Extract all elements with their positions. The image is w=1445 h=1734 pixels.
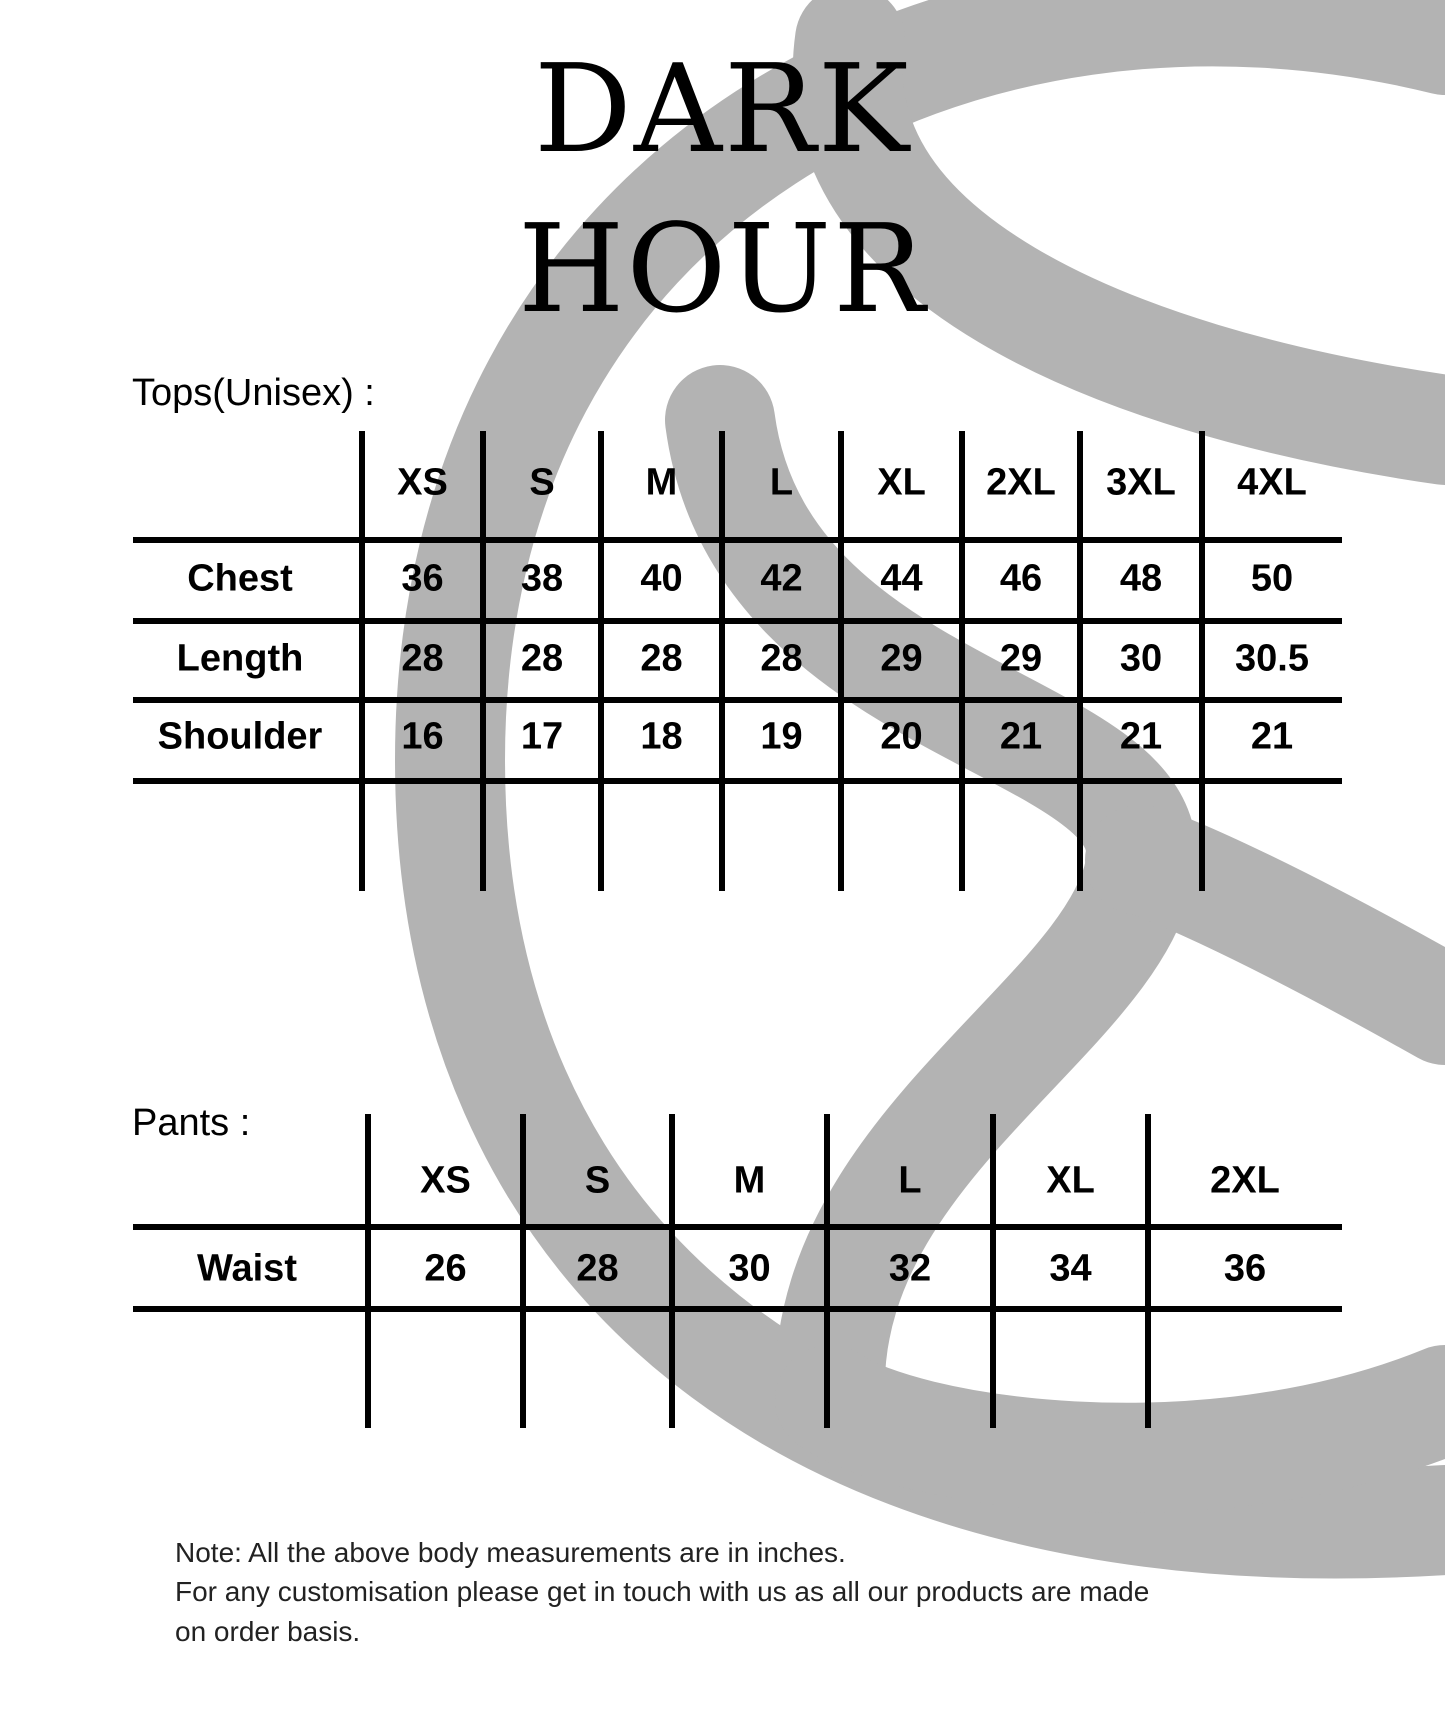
column-divider xyxy=(359,431,365,891)
measurement-cell: 30 xyxy=(728,1247,771,1290)
row-label: Shoulder xyxy=(157,715,323,758)
tops-section-title: Tops(Unisex) : xyxy=(132,372,375,414)
column-divider xyxy=(1077,431,1083,891)
size-header: M xyxy=(733,1159,766,1202)
column-divider xyxy=(990,1114,996,1428)
size-header: 3XL xyxy=(1106,461,1176,504)
measurement-cell: 36 xyxy=(401,557,444,600)
measurement-cell: 29 xyxy=(880,637,923,680)
column-divider xyxy=(365,1114,371,1428)
row-label: Length xyxy=(176,637,304,680)
brand-logo-line2: HOUR xyxy=(517,198,928,340)
size-header: M xyxy=(645,461,678,504)
size-header: XS xyxy=(420,1159,471,1202)
measurement-cell: 20 xyxy=(880,715,923,758)
size-header: XS xyxy=(397,461,448,504)
measurement-cell: 30.5 xyxy=(1235,637,1309,680)
measurement-cell: 36 xyxy=(1223,1247,1267,1290)
pants-section-title: Pants : xyxy=(132,1102,251,1144)
column-divider xyxy=(598,431,604,891)
column-divider xyxy=(838,431,844,891)
size-header: 2XL xyxy=(986,461,1056,504)
row-divider xyxy=(133,697,1342,703)
row-label: Waist xyxy=(197,1247,297,1290)
brand-logo-line1: DARK xyxy=(534,38,911,180)
measurement-cell: 17 xyxy=(520,715,564,758)
measurement-cell: 16 xyxy=(401,715,444,758)
column-divider xyxy=(959,431,965,891)
measurement-cell: 28 xyxy=(520,637,564,680)
measurement-cell: 19 xyxy=(760,715,803,758)
size-header: L xyxy=(769,461,794,504)
measurement-cell: 40 xyxy=(640,557,683,600)
column-divider xyxy=(719,431,725,891)
note-line-2: For any customisation please get in touc… xyxy=(175,1576,1150,1607)
column-divider xyxy=(1145,1114,1151,1428)
measurement-cell: 28 xyxy=(760,637,803,680)
row-divider xyxy=(133,618,1342,624)
size-header: L xyxy=(898,1159,922,1202)
measurement-cell: 26 xyxy=(424,1247,467,1290)
measurement-cell: 28 xyxy=(640,637,683,680)
row-divider xyxy=(133,778,1342,784)
measurement-cell: 34 xyxy=(1049,1247,1092,1290)
note-line-3: on order basis. xyxy=(175,1616,361,1647)
measurement-cell: 42 xyxy=(760,557,803,600)
measurement-cell: 38 xyxy=(520,557,564,600)
measurement-cell: 29 xyxy=(999,637,1043,680)
measurement-cell: 21 xyxy=(1119,715,1163,758)
size-header: 2XL xyxy=(1210,1159,1280,1202)
measurement-cell: 28 xyxy=(576,1247,619,1290)
measurement-cell: 48 xyxy=(1119,557,1163,600)
size-header: 4XL xyxy=(1237,461,1307,504)
measurement-cell: 44 xyxy=(880,557,923,600)
measurement-cell: 30 xyxy=(1119,637,1163,680)
column-divider xyxy=(480,431,486,891)
column-divider xyxy=(669,1114,675,1428)
measurement-cell: 46 xyxy=(999,557,1043,600)
column-divider xyxy=(1199,431,1205,891)
note-line-1: Note: All the above body measurements ar… xyxy=(175,1537,846,1568)
row-label: Chest xyxy=(187,557,293,600)
measurement-cell: 21 xyxy=(999,715,1043,758)
measurement-cell: 18 xyxy=(640,715,683,758)
measurement-cell: 21 xyxy=(1250,715,1294,758)
size-header: XL xyxy=(1046,1159,1095,1202)
size-header: S xyxy=(529,461,555,504)
row-divider xyxy=(133,537,1342,543)
measurement-cell: 28 xyxy=(401,637,444,680)
column-divider xyxy=(520,1114,526,1428)
column-divider xyxy=(824,1114,830,1428)
measurement-cell: 32 xyxy=(888,1247,932,1290)
row-divider xyxy=(133,1224,1342,1230)
measurement-cell: 50 xyxy=(1250,557,1294,600)
size-header: XL xyxy=(877,461,926,504)
size-header: S xyxy=(584,1159,611,1202)
row-divider xyxy=(133,1306,1342,1312)
